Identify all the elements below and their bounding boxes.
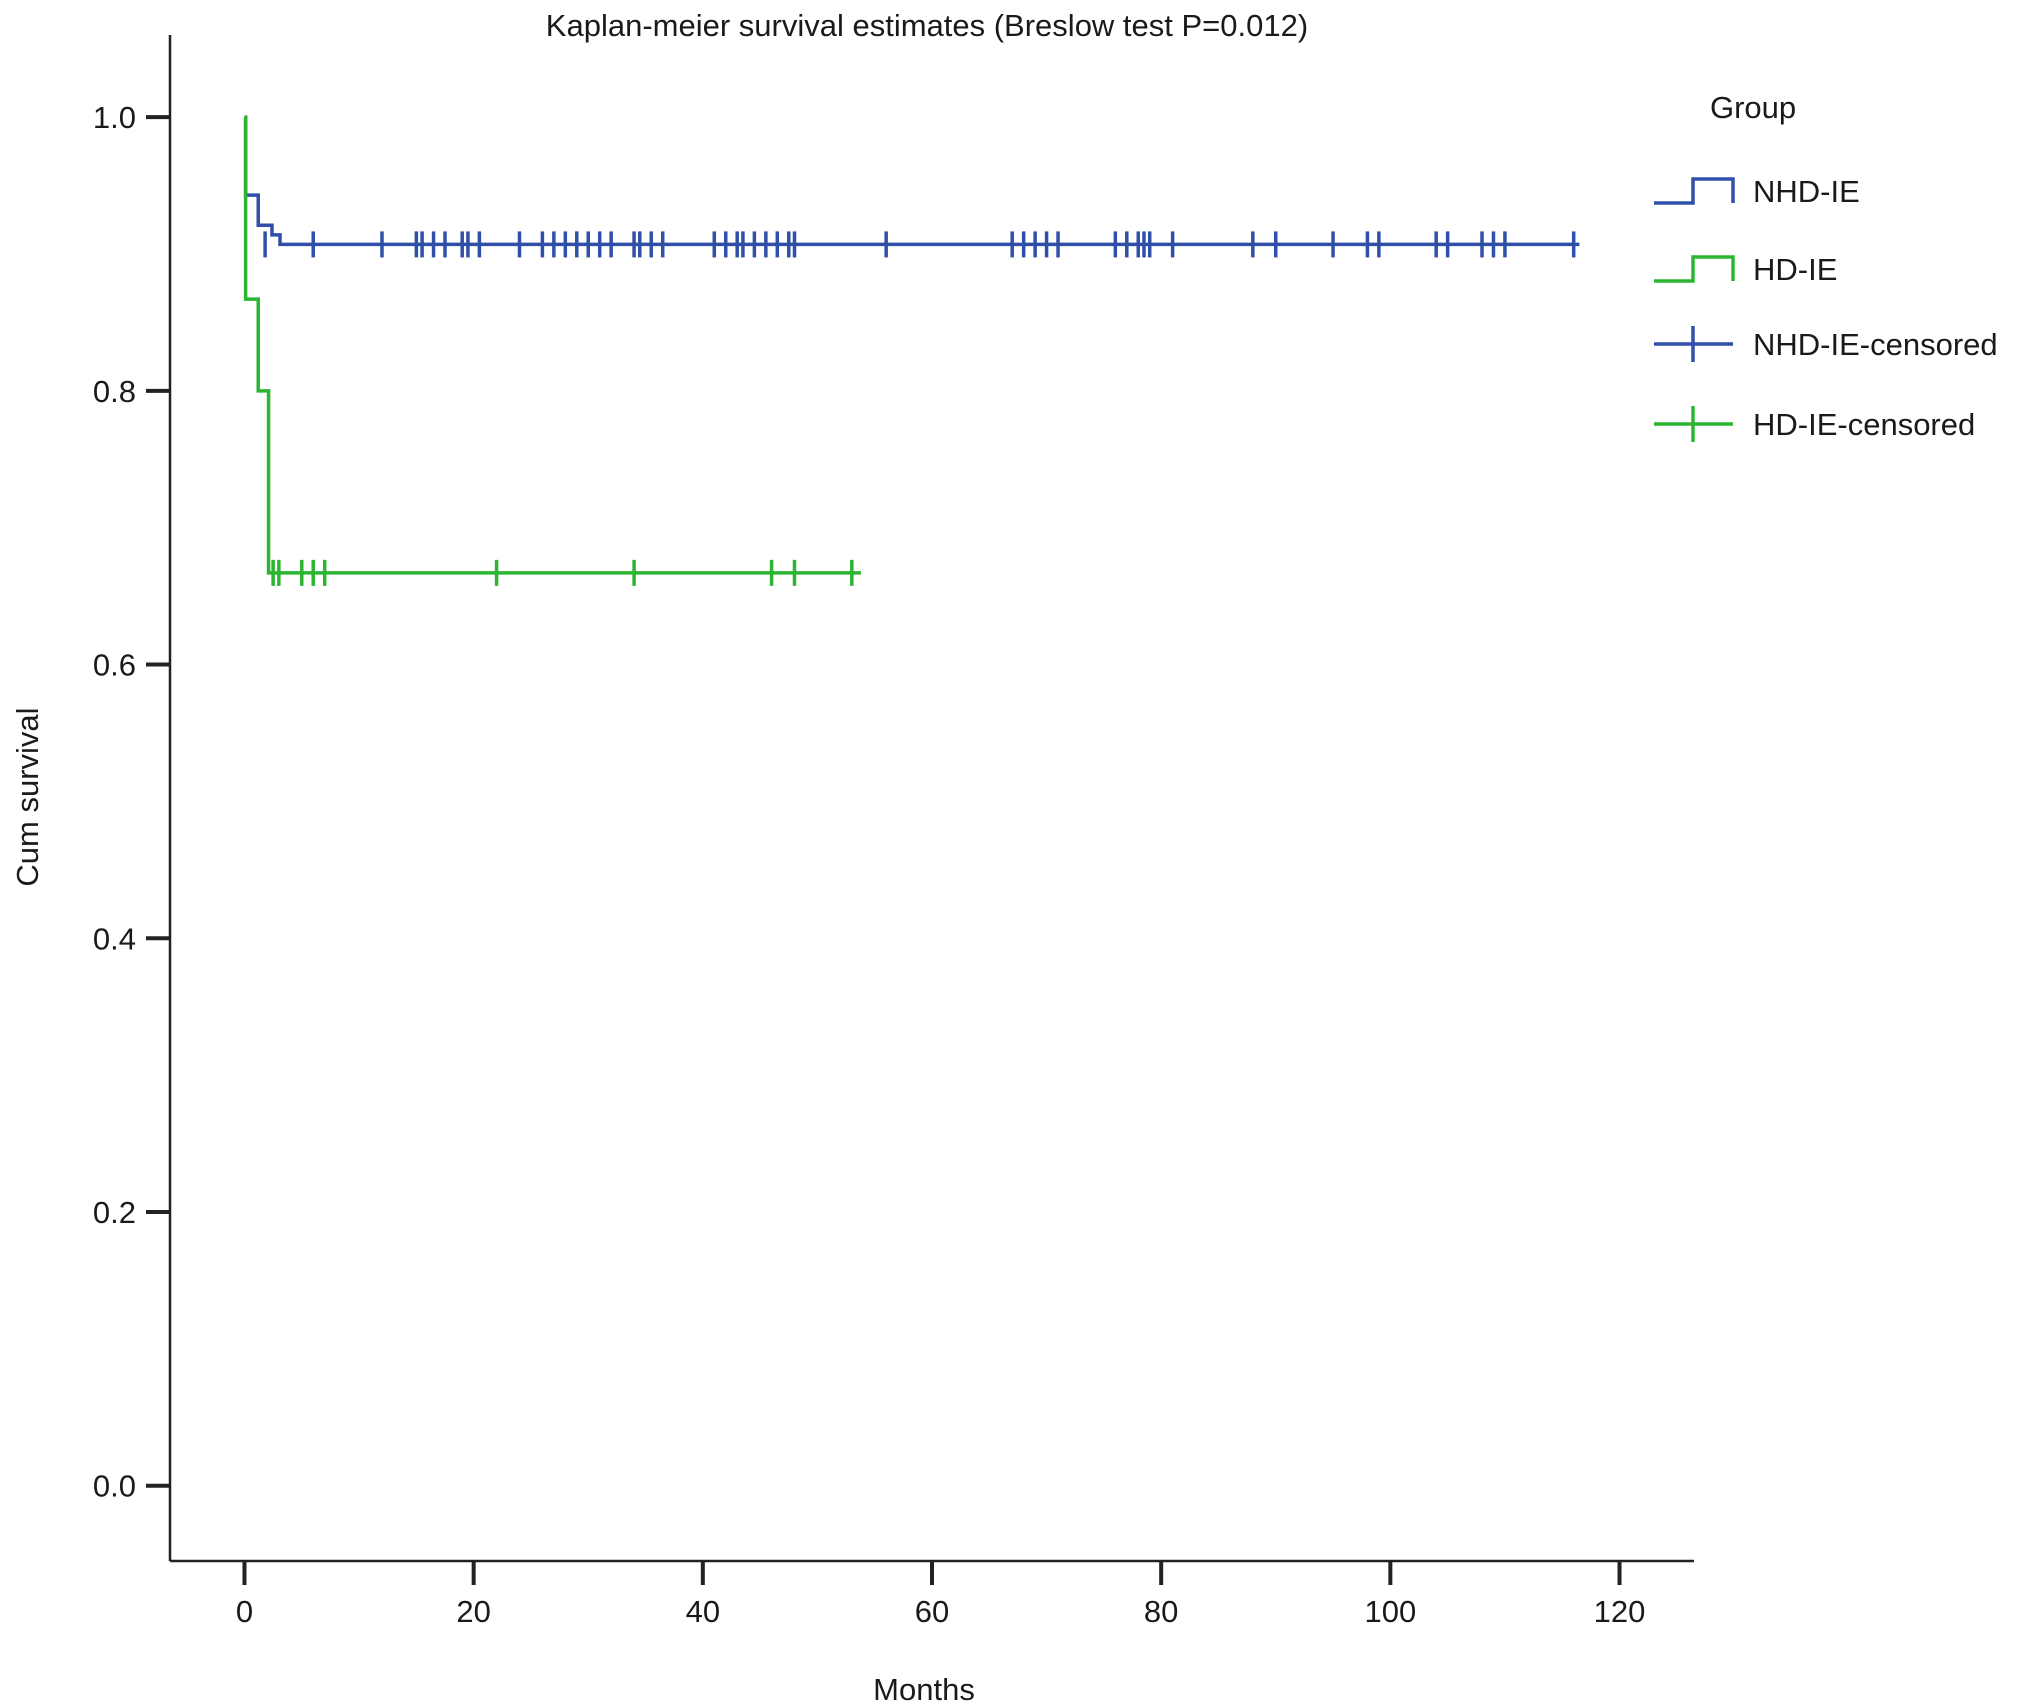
x-tick-label: 80 <box>1144 1594 1178 1629</box>
legend: Group NHD-IE HD-IE NHD-IE-censored HD-IE-ce… <box>1654 90 1998 442</box>
hd-ie-survival-line <box>243 115 861 575</box>
x-tick-label: 0 <box>236 1594 253 1629</box>
y-tick-label: 0.4 <box>93 921 136 956</box>
x-tick-label: 40 <box>686 1594 720 1629</box>
x-axis-title: Months <box>873 1672 975 1707</box>
y-tick-label: 0.2 <box>93 1195 136 1230</box>
y-tick-label: 0.6 <box>93 648 136 683</box>
legend-title: Group <box>1710 90 1796 125</box>
axes: 0.0 0.2 0.4 0.6 0.8 1.0 0 20 40 60 80 100 120 <box>93 35 1694 1629</box>
x-tick-label: 60 <box>915 1594 949 1629</box>
y-axis-title: Cum survival <box>10 707 45 886</box>
nhd-ie-survival-line <box>243 115 1580 247</box>
legend-label-hd-ie-censored: HD-IE-censored <box>1753 407 1975 442</box>
x-tick-label: 120 <box>1594 1594 1646 1629</box>
legend-symbol-hd-ie <box>1654 255 1735 283</box>
legend-label-nhd-ie-censored: NHD-IE-censored <box>1753 327 1998 362</box>
y-tick-label: 1.0 <box>93 100 136 135</box>
legend-label-hd-ie: HD-IE <box>1753 252 1837 287</box>
legend-symbol-nhd-ie <box>1654 177 1735 205</box>
plot-area <box>243 115 1580 586</box>
y-tick-label: 0.8 <box>93 374 136 409</box>
legend-label-nhd-ie: NHD-IE <box>1753 174 1860 209</box>
y-tick-label: 0.0 <box>93 1469 136 1504</box>
chart-title: Kaplan-meier survival estimates (Breslow… <box>546 8 1308 43</box>
x-tick-label: 100 <box>1364 1594 1416 1629</box>
x-tick-label: 20 <box>456 1594 490 1629</box>
